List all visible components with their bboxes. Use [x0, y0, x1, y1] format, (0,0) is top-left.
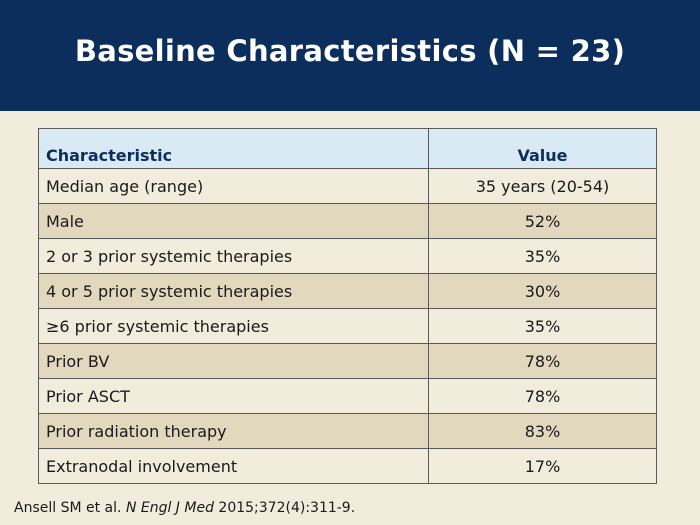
row-value: 17% — [524, 456, 561, 476]
row-characteristic: 4 or 5 prior systemic therapies — [39, 274, 429, 308]
table-row: Male 52% — [39, 203, 656, 238]
table-row: 2 or 3 prior systemic therapies 35% — [39, 238, 656, 273]
row-value: 83% — [524, 421, 561, 441]
row-value: 52% — [524, 211, 561, 231]
row-characteristic: 2 or 3 prior systemic therapies — [39, 239, 429, 273]
table-header-row: Characteristic Value — [39, 129, 656, 168]
row-characteristic: ≥6 prior systemic therapies — [39, 309, 429, 343]
row-value: 35% — [524, 246, 561, 266]
table-row: Extranodal involvement 17% — [39, 448, 656, 483]
slide-title: Baseline Characteristics (N = 23) — [74, 34, 626, 68]
citation: Ansell SM et al. N Engl J Med 2015;372(4… — [14, 500, 355, 516]
table-row: Prior radiation therapy 83% — [39, 413, 656, 448]
row-value: 30% — [524, 281, 561, 301]
table-row: Median age (range) 35 years (20-54) — [39, 168, 656, 203]
header-characteristic: Characteristic — [39, 129, 429, 168]
row-characteristic: Prior BV — [39, 344, 429, 378]
citation-journal: N Engl J Med — [125, 500, 214, 516]
row-characteristic: Male — [39, 204, 429, 238]
table-row: ≥6 prior systemic therapies 35% — [39, 308, 656, 343]
baseline-table: Characteristic Value Median age (range) … — [38, 128, 657, 484]
citation-authors: Ansell SM et al. — [14, 500, 122, 516]
header-value: Value — [517, 146, 568, 165]
table-row: 4 or 5 prior systemic therapies 30% — [39, 273, 656, 308]
row-characteristic: Prior ASCT — [39, 379, 429, 413]
row-value: 78% — [524, 351, 561, 371]
row-characteristic: Prior radiation therapy — [39, 414, 429, 448]
title-banner: Baseline Characteristics (N = 23) — [0, 0, 700, 111]
citation-details: 2015;372(4):311-9. — [218, 500, 356, 516]
row-value: 35 years (20-54) — [475, 176, 610, 196]
row-characteristic: Extranodal involvement — [39, 449, 429, 483]
row-value: 78% — [524, 386, 561, 406]
table-row: Prior ASCT 78% — [39, 378, 656, 413]
row-characteristic: Median age (range) — [39, 169, 429, 203]
table-row: Prior BV 78% — [39, 343, 656, 378]
row-value: 35% — [524, 316, 561, 336]
